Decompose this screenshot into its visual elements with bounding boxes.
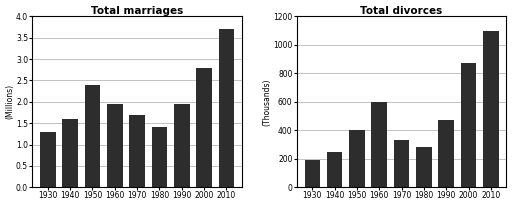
Bar bbox=[40, 132, 56, 187]
Bar bbox=[152, 128, 167, 187]
Bar bbox=[349, 130, 365, 187]
Title: Total marriages: Total marriages bbox=[91, 6, 183, 16]
Bar bbox=[305, 160, 320, 187]
Bar bbox=[107, 104, 122, 187]
Bar bbox=[327, 152, 343, 187]
Bar bbox=[394, 140, 410, 187]
Bar bbox=[416, 147, 432, 187]
Title: Total divorces: Total divorces bbox=[360, 6, 443, 16]
Bar bbox=[372, 102, 387, 187]
Y-axis label: (Thousands): (Thousands) bbox=[263, 78, 272, 125]
Bar bbox=[438, 120, 454, 187]
Y-axis label: (Millions): (Millions) bbox=[6, 84, 14, 119]
Bar bbox=[196, 68, 212, 187]
Bar bbox=[84, 85, 100, 187]
Bar bbox=[219, 29, 234, 187]
Bar bbox=[461, 63, 476, 187]
Bar bbox=[174, 104, 189, 187]
Bar bbox=[130, 115, 145, 187]
Bar bbox=[62, 119, 78, 187]
Bar bbox=[483, 30, 499, 187]
